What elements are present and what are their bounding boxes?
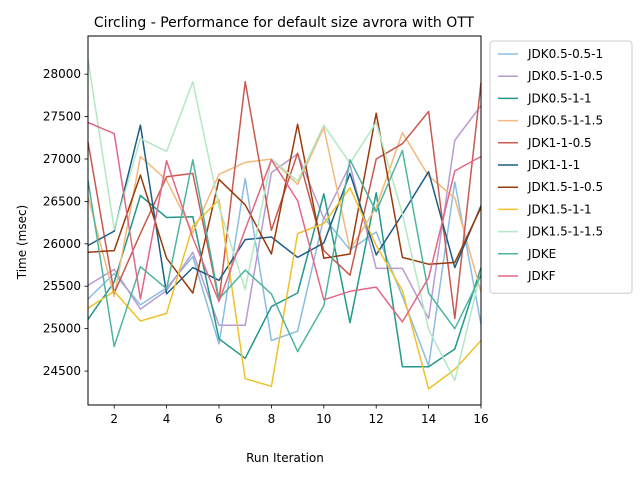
- legend-label: JDKE: [527, 247, 556, 261]
- x-tick-label: 12: [369, 412, 384, 426]
- legend-label: JDK0.5-1-1: [527, 91, 592, 105]
- series-line-jdk0-5-1-0-5: [87, 105, 482, 327]
- y-axis-ticks: 24500 25000 25500 26000 26500 27000 27500 28000: [43, 67, 88, 378]
- x-tick-label: 14: [421, 412, 436, 426]
- legend-label: JDK0.5-0.5-1: [527, 47, 603, 61]
- legend-label: JDK0.5-1-1.5: [527, 114, 603, 128]
- x-tick-label: 6: [215, 412, 223, 426]
- y-tick-label: 24500: [43, 364, 81, 378]
- x-tick-label: 4: [163, 412, 171, 426]
- series-line-jdk1-5-1-1: [87, 187, 482, 390]
- legend-label: JDK1-1-1: [527, 158, 580, 172]
- x-tick-label: 10: [316, 412, 331, 426]
- y-axis-label: Time (msec): [15, 205, 29, 280]
- y-tick-label: 28000: [43, 67, 81, 81]
- series-line-jdk1-5-1-0-5: [87, 112, 482, 294]
- x-tick-label: 16: [473, 412, 488, 426]
- legend-label: JDK1-1-0.5: [527, 136, 592, 150]
- legend-label: JDK1.5-1-1.5: [527, 225, 603, 239]
- y-tick-label: 27000: [43, 152, 81, 166]
- y-tick-label: 26000: [43, 237, 81, 251]
- series-line-jdk0-5-0-5-1: [87, 177, 482, 367]
- series-line-jdke: [87, 149, 482, 353]
- x-tick-label: 8: [268, 412, 276, 426]
- series-line-jdk1-5-1-1-5: [87, 59, 482, 382]
- legend-label: JDK1.5-1-0.5: [527, 180, 603, 194]
- x-tick-label: 2: [110, 412, 118, 426]
- series-line-jdk1-1-1: [87, 124, 482, 295]
- x-axis-label: Run Iteration: [246, 451, 324, 465]
- legend-box: [489, 40, 633, 294]
- legend: JDK0.5-0.5-1 JDK0.5-1-0.5 JDK0.5-1-1 JDK0.5…: [489, 40, 633, 294]
- legend-label: JDKF: [527, 269, 556, 283]
- series-line-jdk0-5-1-1-5: [87, 126, 482, 298]
- series-line-jdkf: [87, 121, 482, 323]
- plot-frame: [87, 35, 482, 406]
- y-tick-label: 26500: [43, 194, 81, 208]
- legend-label: JDK1.5-1-1: [527, 202, 592, 216]
- y-tick-label: 25000: [43, 322, 81, 336]
- legend-label: JDK0.5-1-0.5: [527, 69, 603, 83]
- x-axis-ticks: 2 4 6 8 10 12 14 16: [110, 405, 489, 426]
- y-tick-label: 27500: [43, 110, 81, 124]
- chart-title: Circling - Performance for default size …: [94, 15, 475, 31]
- plot-lines: [87, 59, 482, 390]
- y-tick-label: 25500: [43, 279, 81, 293]
